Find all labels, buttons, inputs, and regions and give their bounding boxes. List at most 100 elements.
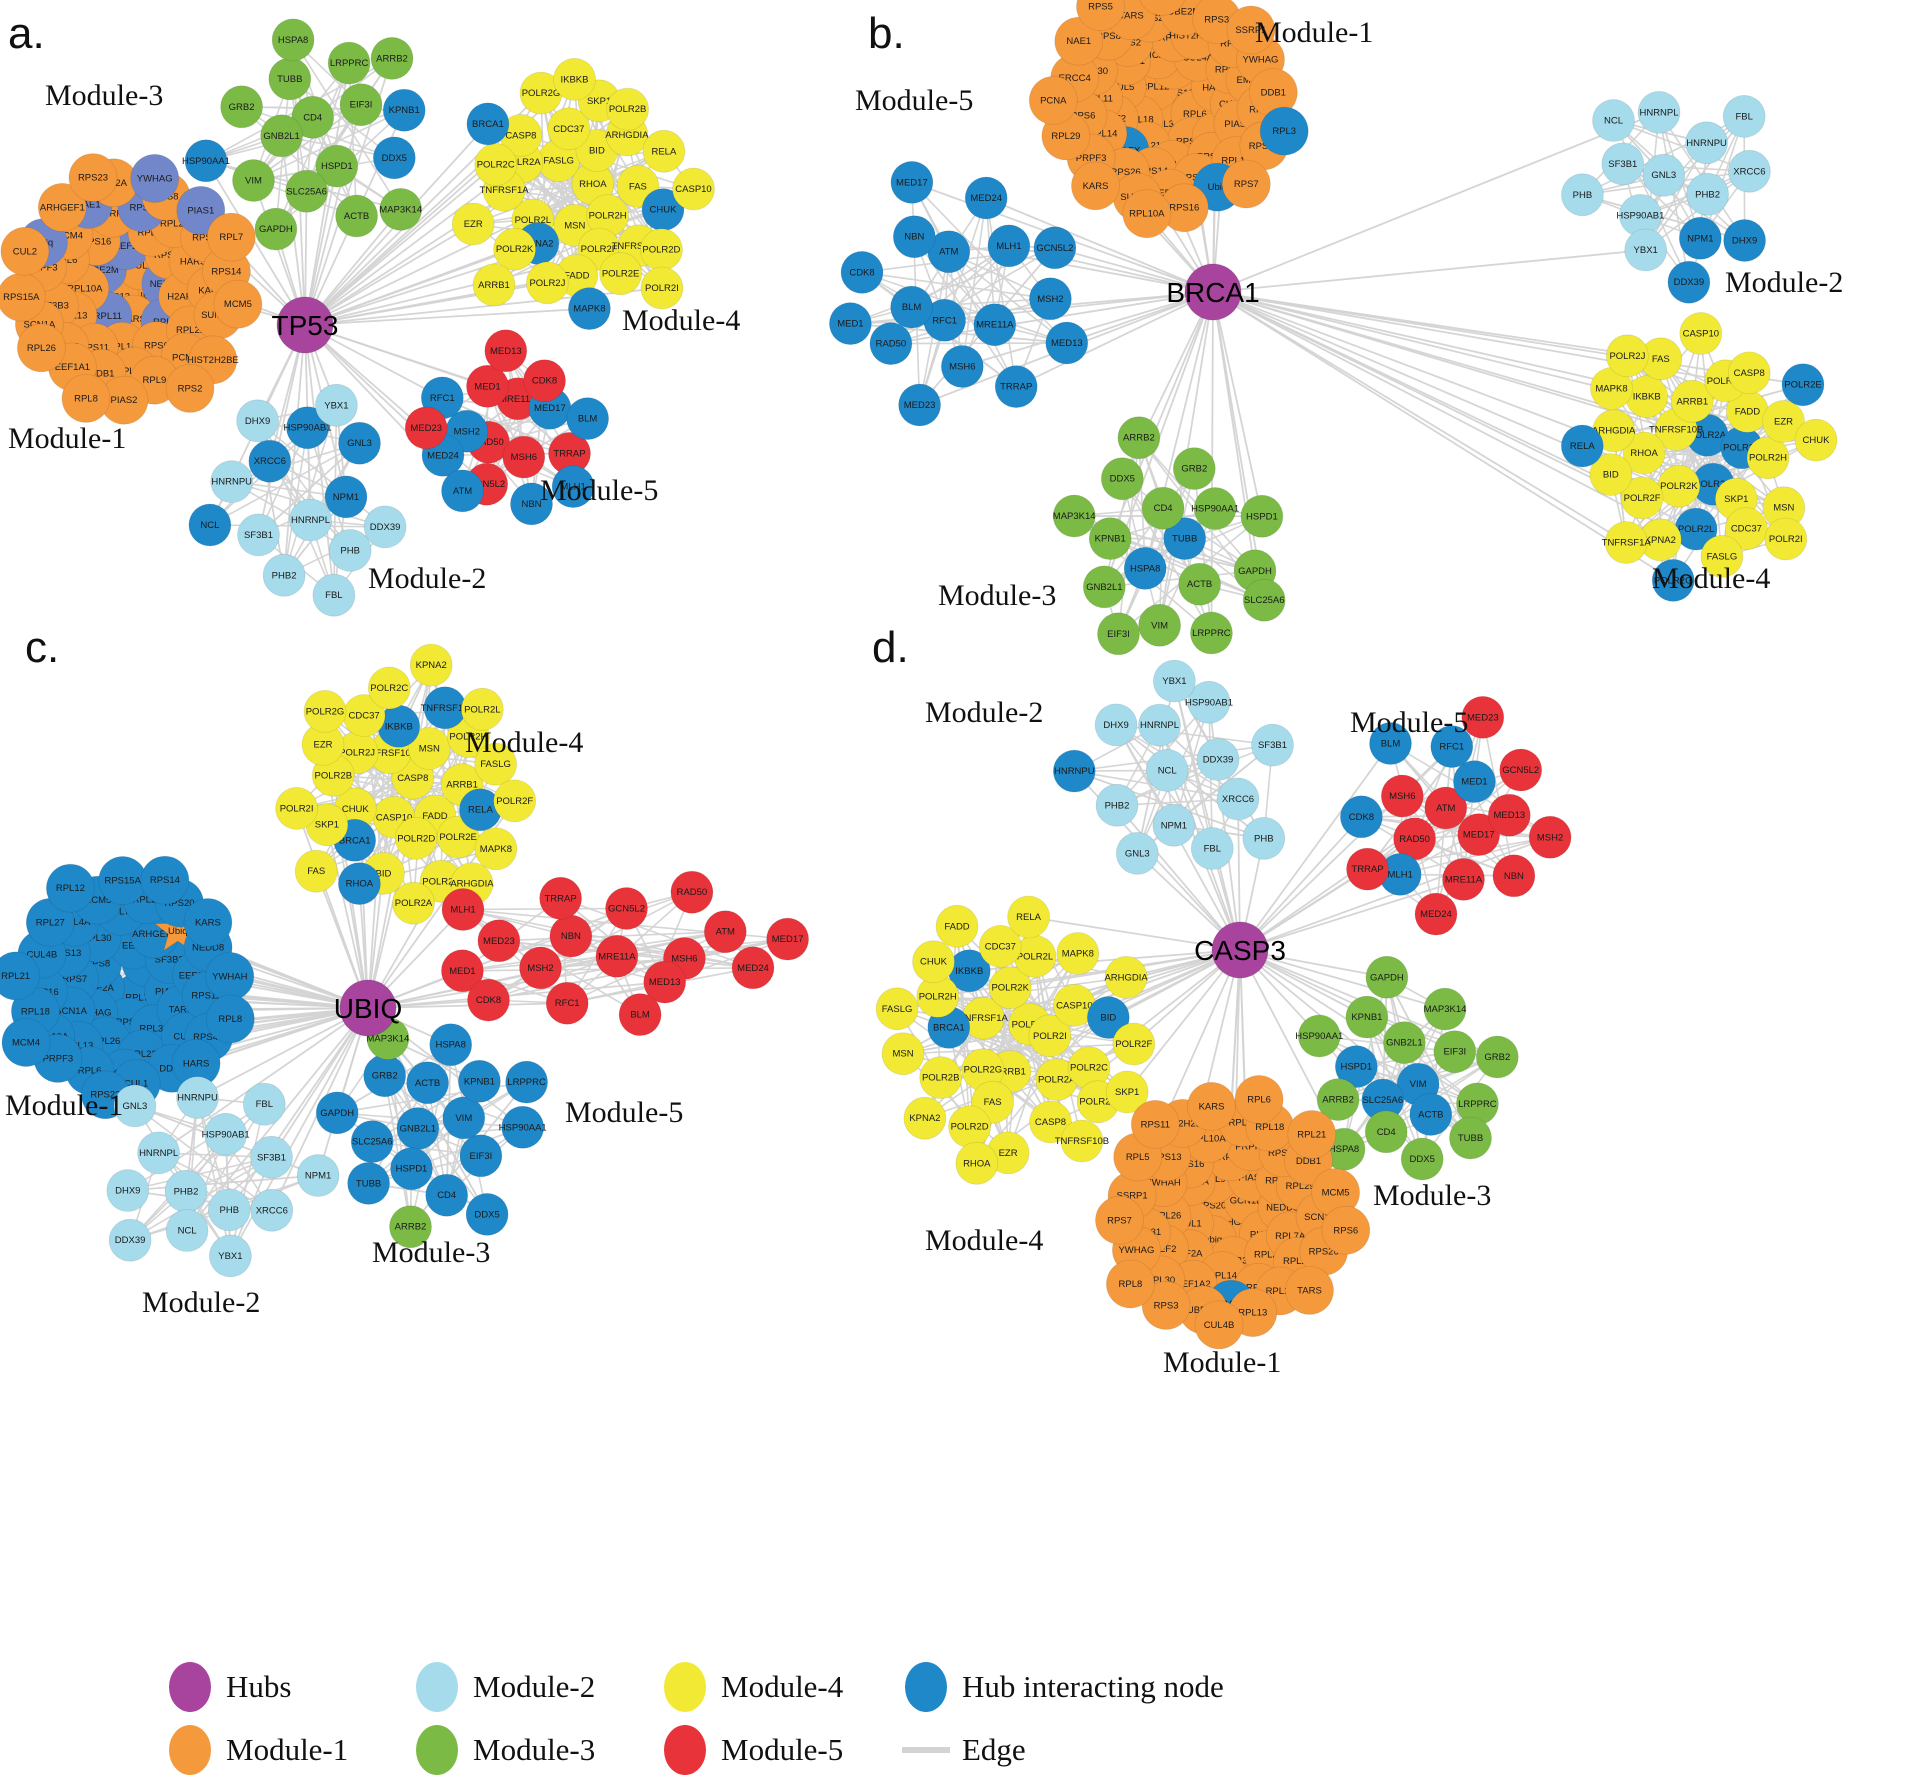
node-MED1 xyxy=(466,364,509,408)
hub-label: BRCA1 xyxy=(1166,277,1259,308)
node-label: KARS xyxy=(1199,1101,1225,1112)
module-label: Module-5 xyxy=(1350,706,1468,739)
node-label: FADD xyxy=(1735,406,1760,417)
node-label: DDX39 xyxy=(115,1235,146,1246)
node-label: CD4 xyxy=(1154,503,1173,514)
node-label: TNFRSF10B xyxy=(363,748,417,759)
nodes: CD4 HSPD1 GNB2L1 EIF3I SLC25A6 TUBB DDX5 VIM LRP… xyxy=(0,0,1838,1350)
node-CD4 xyxy=(425,1173,469,1217)
node-label: MAPK8 xyxy=(573,304,605,315)
node-label: RAD50 xyxy=(473,437,504,448)
node-POLR2G xyxy=(1651,559,1695,602)
node-CASP10 xyxy=(1679,312,1723,355)
node-label: RPS7 xyxy=(1234,179,1259,190)
node-label: GNL3 xyxy=(122,1101,147,1112)
node-GAPDH xyxy=(254,207,298,251)
node-label: RPL14 xyxy=(108,341,137,352)
module-label: Module-2 xyxy=(925,696,1043,729)
node-label: MAPK8 xyxy=(480,844,512,855)
node-label: RPS14 xyxy=(150,875,180,886)
node-label: SF3B1 xyxy=(257,1152,286,1163)
node-label: POLR2B xyxy=(609,104,647,115)
node-RELA xyxy=(1560,424,1604,468)
node-label: POLR2J xyxy=(339,748,375,759)
node-label: IKBKB xyxy=(385,721,413,732)
node-label: MSH6 xyxy=(1389,791,1415,802)
node-label: MSN xyxy=(419,744,440,755)
node-MAPK8 xyxy=(474,827,518,871)
node-label: RPL10A xyxy=(1129,209,1165,220)
node-label: RPS16 xyxy=(1169,203,1199,214)
node-label: RPL21 xyxy=(176,325,205,336)
node-label: RPS11 xyxy=(1141,1119,1170,1130)
node-label: CASP8 xyxy=(397,773,428,784)
node-label: PRPF3 xyxy=(27,263,58,274)
node-label: SF3B1 xyxy=(244,530,273,541)
hub-label: TP53 xyxy=(272,310,339,341)
node-label: NEDD8 xyxy=(1266,1203,1298,1214)
node-DDX39 xyxy=(1196,738,1240,781)
hub-node-CASP3 xyxy=(1211,921,1269,979)
node-label: FASLG xyxy=(480,759,511,770)
node-MLH1 xyxy=(551,465,595,509)
module-label: Module-4 xyxy=(925,1224,1043,1257)
node-label: CDC37 xyxy=(349,711,380,722)
node-label: KARS xyxy=(198,285,224,296)
node-label: SLC25A6 xyxy=(1244,595,1285,606)
node-label: POLR2F xyxy=(496,796,533,807)
node-YBX1 xyxy=(1153,659,1196,703)
node-label: POLR2D xyxy=(1707,376,1745,387)
node-CDC37 xyxy=(978,925,1022,968)
node-MAPK8 xyxy=(1056,932,1100,975)
node-label: MLH1 xyxy=(560,482,585,493)
node-label: RPL6 xyxy=(78,1066,102,1077)
node-label: TNFRSF10B xyxy=(1055,1136,1109,1147)
node-label: MED23 xyxy=(410,423,442,434)
node-MED23 xyxy=(404,406,448,450)
node-label: MED13 xyxy=(490,346,522,357)
node-RPL8 xyxy=(61,373,111,423)
node-VIM xyxy=(442,1096,486,1140)
node-label: POLR2F xyxy=(1624,493,1661,504)
node-label: PCNA xyxy=(1040,95,1067,106)
node-FBL xyxy=(242,1082,286,1126)
node-label: RHOA xyxy=(1630,448,1658,459)
node-label: HSP90AA1 xyxy=(1191,504,1239,515)
node-label: RPS23 xyxy=(1176,137,1206,148)
node-BID xyxy=(1589,453,1633,497)
node-label: FAS xyxy=(1652,354,1670,365)
node-label: RPS20 xyxy=(164,898,194,909)
node-label: EIF2A xyxy=(87,983,114,994)
node-GRB2 xyxy=(1475,1035,1519,1079)
node-DDX5 xyxy=(465,1193,509,1236)
node-VIM xyxy=(232,159,275,202)
node-YBX1 xyxy=(208,1234,252,1278)
node-label: RPL7A xyxy=(1275,1231,1306,1242)
node-HSPD1 xyxy=(1240,494,1284,538)
node-GNL3 xyxy=(113,1084,157,1128)
node-label: MED17 xyxy=(1463,830,1495,841)
node-label: POLR2L xyxy=(515,215,551,226)
node-label: DHX9 xyxy=(1732,236,1757,247)
module-label: Module-2 xyxy=(368,562,486,595)
node-KPNB1 xyxy=(1345,995,1389,1039)
node-label: FAS xyxy=(307,866,325,877)
node-HNRNPL xyxy=(1138,703,1181,747)
node-label: TRRAP xyxy=(544,893,576,904)
node-HSPD1 xyxy=(1334,1045,1378,1088)
node-label: RAD50 xyxy=(1399,834,1430,845)
node-CUL2 xyxy=(0,226,50,276)
module-label: Module-3 xyxy=(372,1236,490,1269)
node-MED24 xyxy=(964,176,1008,220)
node-label: KPNA2 xyxy=(522,238,553,249)
node-KPNB1 xyxy=(1088,517,1132,560)
node-label: IKBKB xyxy=(955,966,983,977)
node-label: LRPPRC xyxy=(1458,1099,1497,1110)
node-label: CUL1 xyxy=(1177,1219,1201,1230)
node-label: TRRAP xyxy=(1351,864,1383,875)
node-label: GCN5L2 xyxy=(1502,765,1539,776)
node-label: RPL11 xyxy=(1229,1118,1257,1129)
node-label: MRE11A xyxy=(598,951,636,962)
node-label: HSP90AA1 xyxy=(182,156,230,167)
node-label: BLM xyxy=(1381,739,1401,750)
